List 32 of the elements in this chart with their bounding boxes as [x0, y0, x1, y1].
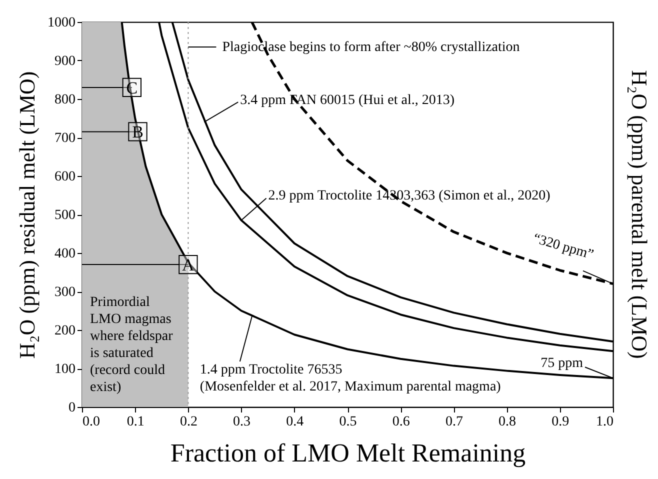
annotation: B — [132, 122, 144, 142]
y-tick-label: 200 — [54, 324, 76, 338]
annotation: A — [182, 256, 196, 275]
x-tick-label: 0.6 — [392, 414, 410, 430]
x-tick-label: 0.7 — [445, 414, 463, 430]
y-tick-label: 1000 — [48, 16, 76, 30]
y-tick-label: 0 — [68, 400, 76, 416]
annotation: Primordial LMO magmas where feldspar is saturated (record could exist) — [90, 295, 174, 395]
y-tick-label: 700 — [54, 131, 76, 146]
y-tick-label: 400 — [54, 246, 76, 262]
x-axis-title: Fraction of LMO Melt Remaining — [170, 438, 526, 468]
y-tick-label: 600 — [54, 170, 76, 184]
x-tick-label: 0.2 — [180, 414, 198, 430]
y-tick-label: 100 — [54, 362, 76, 377]
ref-line-label: Plagioclase begins to form after ~80% crystallization — [222, 40, 520, 55]
x-tick-label: 0.8 — [498, 414, 516, 430]
y-tick-label: 500 — [54, 208, 76, 223]
y-tick-label: 900 — [54, 54, 76, 69]
y-tick-label: 300 — [54, 285, 76, 300]
x-tick-label: 0.1 — [126, 414, 144, 430]
annotation: 75 ppm — [540, 356, 584, 372]
y-axis-title: H₂O (ppm) residual melt (LMO) — [14, 71, 40, 359]
annotation: “320 ppm” — [531, 231, 595, 263]
y-tick-label: 800 — [54, 92, 76, 108]
x-tick-label: 0.4 — [286, 414, 304, 430]
y2-axis-title: H₂O (ppm) parental melt (LMO) — [627, 70, 652, 359]
annotation: 1.4 ppm Troctolite 76535 (Mosenfelder et al. 2017, Maximum parental magma) — [200, 362, 502, 395]
x-tick-label: 0.3 — [233, 414, 251, 430]
x-tick-label: 1.0 — [596, 414, 614, 430]
x-tick-label: 0.5 — [339, 414, 357, 430]
x-tick-label: 0.9 — [552, 414, 570, 430]
x-tick-label: 0.0 — [82, 414, 100, 430]
